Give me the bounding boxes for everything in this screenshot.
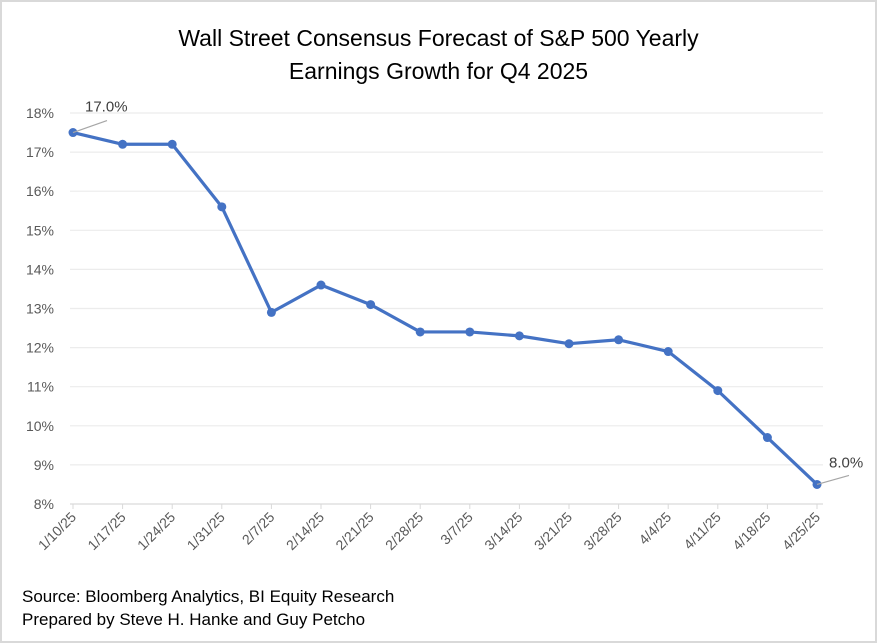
- data-point: [316, 280, 326, 290]
- data-point: [514, 331, 524, 341]
- y-tick-label: 12%: [26, 340, 54, 356]
- data-point: [217, 202, 227, 212]
- data-point: [266, 307, 276, 317]
- x-tick-label: 1/31/25: [184, 509, 228, 553]
- leader-line: [816, 474, 850, 486]
- y-tick-label: 10%: [26, 418, 54, 434]
- x-tick-label: 1/10/25: [35, 509, 79, 553]
- data-point: [663, 347, 673, 357]
- data-label: 17.0%: [85, 99, 128, 116]
- y-tick-label: 17%: [26, 144, 54, 160]
- data-point: [614, 335, 624, 345]
- source-note: Source: Bloomberg Analytics, BI Equity R…: [22, 585, 394, 631]
- x-axis: 1/10/25 1/17/25 1/24/25 1/31/25 2/7/25 2/14/2…: [35, 503, 823, 553]
- x-tick-label: 2/7/25: [239, 509, 278, 548]
- chart-title-line-2: Earnings Growth for Q4 2025: [288, 58, 589, 84]
- y-axis: 8% 9% 10% 11% 12% 13% 14% 15% 16% 17% 18%: [26, 105, 54, 512]
- data-point: [762, 433, 772, 443]
- source-text: Source: Bloomberg Analytics, BI Equity R…: [22, 587, 395, 606]
- x-tick-label: 4/4/25: [635, 509, 674, 548]
- x-tick-label: 2/14/25: [283, 509, 327, 553]
- data-label: 8.0%: [829, 454, 863, 471]
- x-tick-label: 1/24/25: [134, 509, 178, 553]
- annotations: 17.0% 8.0%: [72, 99, 863, 486]
- series-line: [72, 130, 819, 486]
- data-point: [713, 386, 723, 396]
- y-tick-label: 9%: [34, 457, 54, 473]
- data-point: [366, 300, 376, 310]
- x-tick-label: 3/14/25: [481, 509, 525, 553]
- y-tick-label: 13%: [26, 301, 54, 317]
- x-tick-label: 2/28/25: [382, 509, 426, 553]
- y-tick-label: 14%: [26, 261, 54, 277]
- x-tick-label: 1/17/25: [84, 509, 128, 553]
- x-tick-label: 4/18/25: [729, 509, 773, 553]
- gridlines: [70, 112, 823, 466]
- data-point: [564, 339, 574, 349]
- chart-title: Wall Street Consensus Forecast of S&P 50…: [0, 22, 877, 88]
- data-point: [118, 139, 128, 149]
- x-tick-label: 2/21/25: [332, 509, 376, 553]
- y-tick-label: 18%: [26, 105, 54, 121]
- y-tick-label: 15%: [26, 222, 54, 238]
- prepared-by-text: Prepared by Steve H. Hanke and Guy Petch…: [22, 610, 366, 629]
- x-tick-label: 4/25/25: [779, 509, 823, 553]
- y-tick-label: 8%: [34, 496, 54, 512]
- x-tick-label: 3/28/25: [580, 509, 624, 553]
- y-tick-label: 16%: [26, 183, 54, 199]
- leader-line: [72, 119, 108, 134]
- x-tick-label: 4/11/25: [680, 509, 724, 553]
- series-layer: [68, 128, 822, 489]
- data-point: [167, 139, 177, 149]
- data-point: [415, 327, 425, 337]
- x-tick-label: 3/21/25: [531, 509, 575, 553]
- data-point: [465, 327, 475, 337]
- chart-title-line-1: Wall Street Consensus Forecast of S&P 50…: [178, 25, 699, 51]
- y-tick-label: 11%: [27, 379, 54, 395]
- x-tick-label: 3/7/25: [437, 509, 476, 548]
